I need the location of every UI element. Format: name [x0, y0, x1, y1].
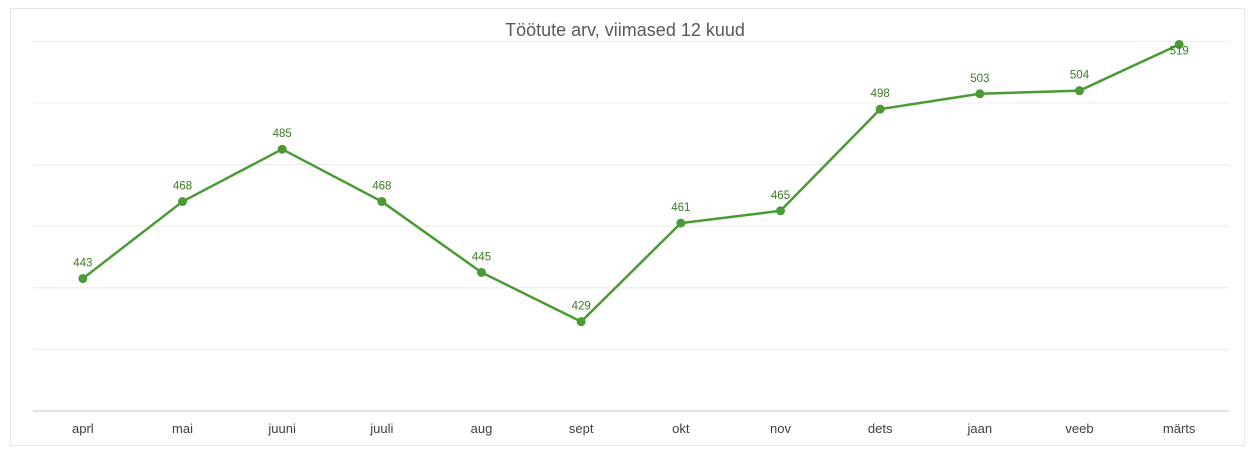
data-point — [277, 144, 287, 154]
chart-title: Töötute arv, viimased 12 kuud — [505, 20, 745, 40]
data-label: 503 — [970, 73, 989, 85]
x-tick-label: juuli — [369, 421, 393, 436]
data-label: 465 — [771, 190, 790, 202]
series — [78, 39, 1184, 327]
x-tick-label: okt — [672, 421, 690, 436]
data-label: 468 — [173, 181, 192, 193]
x-axis: aprl mai juuni juuli aug sept okt nov dets jaan ve… — [33, 410, 1229, 436]
data-point — [78, 274, 88, 284]
x-tick-label: aug — [471, 421, 493, 436]
data-label: 498 — [871, 88, 890, 100]
chart-area — [10, 8, 1245, 446]
data-point — [975, 89, 985, 99]
data-labels: 443 468 485 468 445 429 461 465 498 503 504 519 — [73, 45, 1189, 312]
x-tick-label: märts — [1163, 421, 1196, 436]
data-label: 485 — [273, 128, 292, 140]
x-tick-label: nov — [770, 421, 791, 436]
data-point — [477, 267, 486, 277]
x-tick-label: jaan — [967, 421, 993, 436]
x-tick-label: veeb — [1065, 421, 1093, 436]
data-point — [1075, 86, 1084, 96]
data-point — [178, 197, 187, 207]
data-label: 445 — [472, 251, 491, 263]
x-tick-label: aprl — [72, 421, 94, 436]
x-tick-label: juuni — [267, 421, 296, 436]
x-tick-label: dets — [868, 421, 893, 436]
data-point — [377, 197, 387, 207]
x-tick-label: mai — [172, 421, 193, 436]
data-label: 443 — [73, 258, 92, 270]
data-point — [875, 104, 885, 114]
data-label: 519 — [1170, 45, 1189, 57]
data-label: 468 — [372, 181, 391, 193]
data-label: 461 — [671, 202, 690, 214]
data-point — [776, 206, 785, 216]
data-point — [1174, 39, 1184, 49]
data-label: 429 — [572, 301, 591, 313]
series-line — [82, 43, 1180, 323]
data-point — [676, 218, 686, 228]
data-point — [576, 317, 586, 327]
gridlines — [33, 40, 1229, 350]
data-label: 504 — [1070, 70, 1090, 82]
x-tick-label: sept — [569, 421, 594, 436]
